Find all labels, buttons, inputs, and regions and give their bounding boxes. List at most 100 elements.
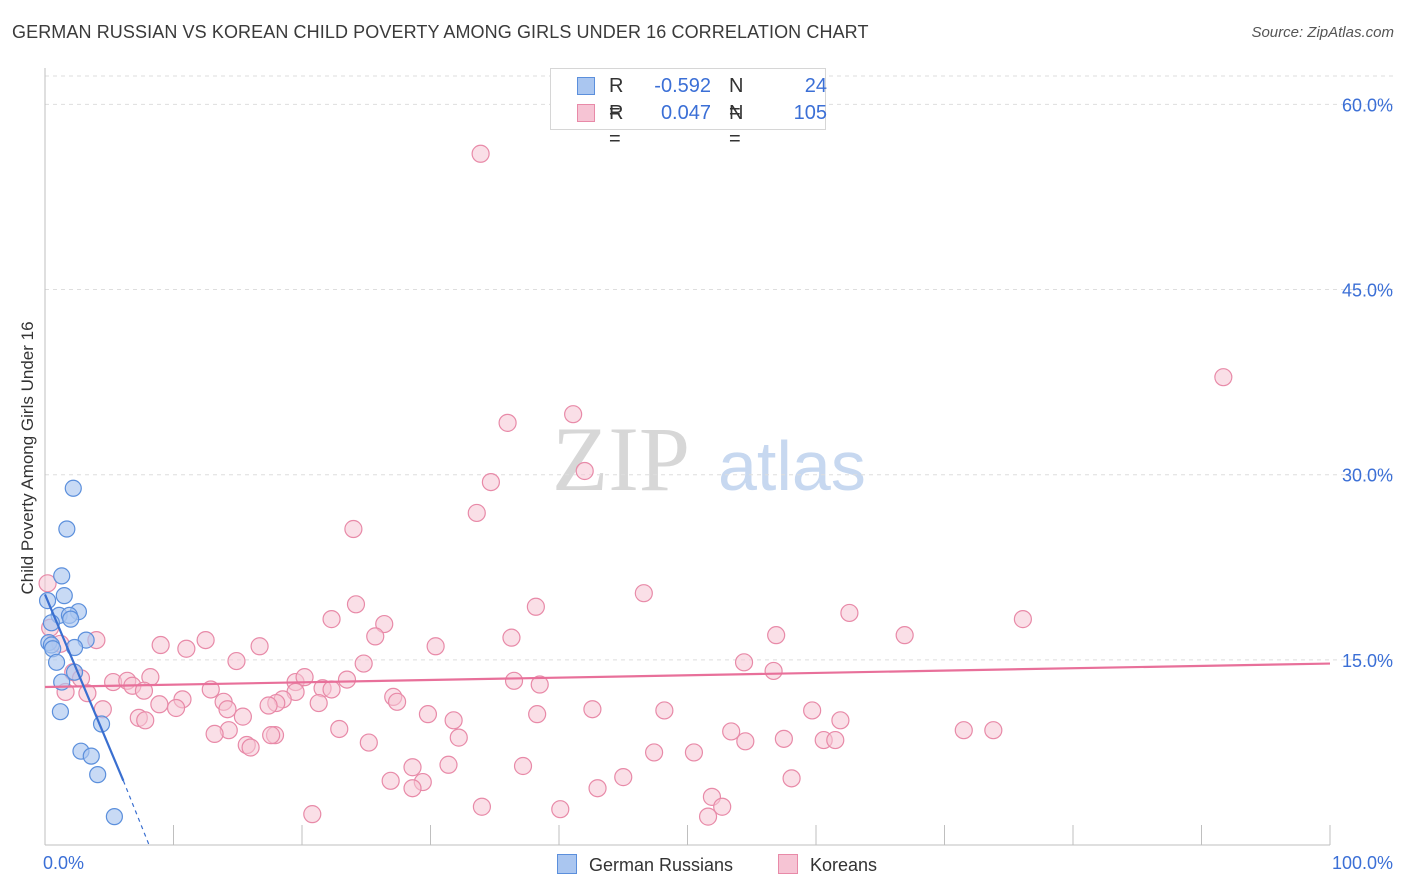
korean-point xyxy=(502,628,521,647)
korean-point xyxy=(241,738,260,757)
korean-point xyxy=(1214,368,1233,387)
german-russian-point xyxy=(105,808,123,826)
korean-point xyxy=(366,627,385,646)
watermark-zip: ZIP xyxy=(552,408,690,510)
korean-point xyxy=(472,797,491,816)
x-tick-label: 0.0% xyxy=(43,853,84,873)
korean-point xyxy=(418,705,438,724)
x-tick-label: 100.0% xyxy=(1332,853,1393,873)
series-legend: German Russians Koreans xyxy=(0,852,1406,878)
korean-point xyxy=(803,701,822,720)
korean-point xyxy=(375,614,394,634)
korean-point xyxy=(218,700,237,719)
korean-point xyxy=(439,755,458,774)
korean-point xyxy=(403,779,422,798)
koreans-swatch xyxy=(778,854,798,874)
y-tick-label: 15.0% xyxy=(1342,651,1393,671)
korean-point xyxy=(403,758,422,777)
korean-point xyxy=(698,807,718,826)
korean-point xyxy=(250,637,269,656)
source-label: Source: ZipAtlas.com xyxy=(1251,24,1394,41)
korean-point xyxy=(196,630,215,650)
korean-point xyxy=(526,597,545,616)
korean-point xyxy=(303,805,322,824)
korean-point xyxy=(575,461,594,481)
watermark-atlas: atlas xyxy=(718,427,866,505)
korean-point xyxy=(722,722,741,741)
korean-point xyxy=(498,413,517,432)
german-russian-point xyxy=(89,766,107,784)
korean-point xyxy=(444,711,463,730)
legend-label: German Russians xyxy=(589,855,734,875)
korean-point xyxy=(354,654,373,673)
korean-point xyxy=(513,756,533,776)
korean-point xyxy=(840,603,859,623)
korean-point xyxy=(322,610,341,629)
german-russian-point xyxy=(82,747,100,765)
german-russian-point xyxy=(64,479,82,497)
korean-point xyxy=(504,671,524,690)
korean-point xyxy=(764,661,783,681)
korean-point xyxy=(177,639,196,658)
watermark: ZIP atlas xyxy=(552,408,866,510)
korean-point xyxy=(134,681,154,700)
korean-point xyxy=(322,680,341,699)
german-russian-point xyxy=(47,653,66,671)
korean-point xyxy=(426,637,445,656)
korean-point xyxy=(346,595,366,614)
y-tick-label: 45.0% xyxy=(1342,281,1393,301)
correlation-legend: R = -0.592 N = 24 R = 0.047 N = 105 xyxy=(550,68,827,150)
korean-point xyxy=(564,405,583,424)
korean-point xyxy=(205,724,224,744)
korean-point xyxy=(337,670,357,689)
y-tick-label: 30.0% xyxy=(1342,466,1393,486)
korean-point xyxy=(471,144,490,163)
korean-point xyxy=(984,721,1003,740)
korean-point xyxy=(201,680,220,699)
korean-point xyxy=(588,779,607,798)
r-label: R = xyxy=(609,102,624,150)
korean-point xyxy=(551,800,570,819)
korean-point xyxy=(309,693,328,713)
r-label: R = xyxy=(609,75,624,123)
german-russians-trend-line xyxy=(43,594,125,782)
german-russian-point xyxy=(51,703,70,721)
legend-label: Koreans xyxy=(810,855,878,875)
korean-point xyxy=(38,574,57,593)
koreans-swatch xyxy=(577,104,595,122)
koreans-trend-line xyxy=(44,662,1331,689)
german-russians-trend-extension xyxy=(122,780,150,846)
korean-point xyxy=(359,733,378,752)
y-tick-label: 60.0% xyxy=(1342,95,1393,115)
korean-point xyxy=(831,711,850,730)
trend-lines xyxy=(43,594,1331,846)
n-value: 105 xyxy=(793,102,827,124)
korean-point xyxy=(136,711,155,730)
korean-point xyxy=(767,626,786,645)
n-label: N = xyxy=(729,102,744,150)
gridlines xyxy=(45,75,1395,661)
korean-point xyxy=(895,626,914,645)
korean-point xyxy=(734,653,754,672)
german-russian-point xyxy=(58,520,76,538)
korean-point xyxy=(150,695,169,714)
korean-point xyxy=(151,635,170,655)
german-russian-point xyxy=(53,567,71,585)
n-value: 24 xyxy=(804,75,827,97)
korean-point xyxy=(330,719,349,739)
axis-tick-labels: 15.0% 30.0% 45.0% 60.0% 0.0% 100.0% xyxy=(43,95,1393,873)
korean-point xyxy=(166,698,186,718)
x-axis-ticks xyxy=(44,825,1331,845)
korean-point xyxy=(344,519,363,539)
korean-point xyxy=(227,651,246,671)
korean-point xyxy=(713,797,732,816)
korean-point xyxy=(583,700,602,719)
korean-point xyxy=(655,701,674,720)
korean-point xyxy=(259,696,278,715)
korean-point xyxy=(644,743,664,762)
korean-point xyxy=(467,503,486,523)
german-russian-point xyxy=(62,610,80,628)
korean-point xyxy=(481,473,500,492)
korean-point xyxy=(528,705,547,724)
